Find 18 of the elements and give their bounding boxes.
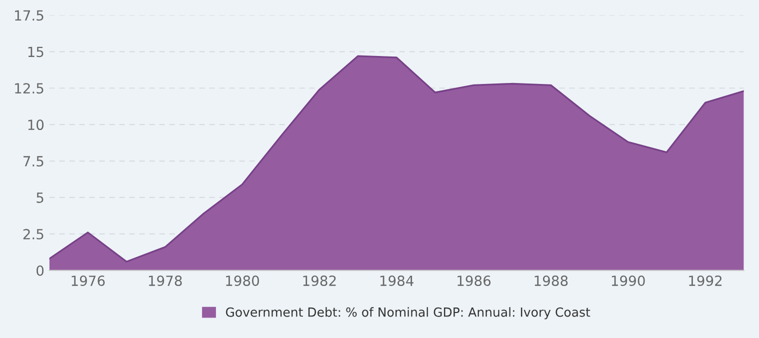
y-tick-label: 10 bbox=[28, 120, 44, 130]
x-tick-label: 1990 bbox=[612, 276, 645, 286]
legend-label: Government Debt: % of Nominal GDP: Annual: Ivory Coast bbox=[226, 307, 590, 320]
y-tick-label: 12.5 bbox=[15, 83, 44, 94]
x-tick-label: 1984 bbox=[380, 276, 414, 286]
y-tick-label: 5 bbox=[36, 192, 44, 203]
x-tick-label: 1978 bbox=[148, 276, 182, 286]
y-tick-label: 7.5 bbox=[24, 156, 44, 167]
y-tick-label: 0 bbox=[36, 265, 44, 276]
x-tick-label: 1988 bbox=[534, 276, 568, 286]
x-tick-label: 1992 bbox=[689, 276, 722, 286]
x-tick-label: 1980 bbox=[226, 276, 259, 286]
x-tick-label: 1982 bbox=[303, 276, 336, 286]
y-tick-label: 15 bbox=[28, 46, 44, 58]
y-tick-label: 17.5 bbox=[15, 10, 44, 21]
x-tick-label: 1976 bbox=[72, 276, 105, 286]
x-tick-label: 1986 bbox=[458, 276, 491, 286]
y-tick-label: 2.5 bbox=[23, 228, 44, 240]
